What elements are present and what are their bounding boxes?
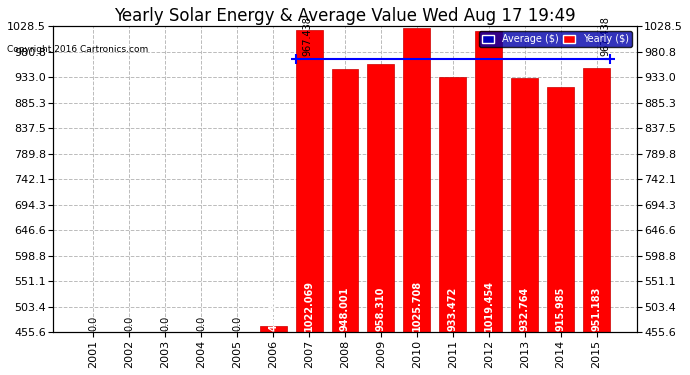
Bar (440, 77, 466, 332)
Text: 0.0: 0.0 (160, 315, 170, 331)
Text: Copyright 2016 Cartronics.com: Copyright 2016 Cartronics.com (7, 45, 148, 54)
Legend: Average ($), Yearly ($): Average ($), Yearly ($) (480, 32, 631, 47)
Text: 0.0: 0.0 (196, 315, 206, 331)
Bar (547, 87, 574, 332)
Bar (331, 69, 359, 332)
Bar (259, 326, 286, 332)
Bar (404, 28, 431, 332)
Text: 0.0: 0.0 (124, 315, 135, 331)
Text: 0.0: 0.0 (88, 315, 99, 331)
Text: 958.310: 958.310 (376, 286, 386, 331)
Text: 948.001: 948.001 (340, 286, 350, 331)
Text: 1019.454: 1019.454 (484, 280, 494, 331)
Bar (368, 64, 395, 332)
Text: 1025.708: 1025.708 (412, 279, 422, 331)
Bar (295, 30, 322, 332)
Text: 915.985: 915.985 (555, 286, 566, 331)
Text: 466.802: 466.802 (268, 286, 278, 331)
Title: Yearly Solar Energy & Average Value Wed Aug 17 19:49: Yearly Solar Energy & Average Value Wed … (114, 7, 576, 25)
Text: 0.0: 0.0 (233, 315, 242, 331)
Text: 951.183: 951.183 (591, 286, 602, 331)
Text: 967.438: 967.438 (600, 16, 611, 56)
Text: 933.472: 933.472 (448, 286, 457, 331)
Bar (475, 32, 502, 332)
Bar (583, 68, 610, 332)
Bar (511, 78, 538, 332)
Text: 932.764: 932.764 (520, 286, 530, 331)
Text: 1022.069: 1022.069 (304, 280, 314, 331)
Text: 967.438: 967.438 (302, 16, 313, 56)
